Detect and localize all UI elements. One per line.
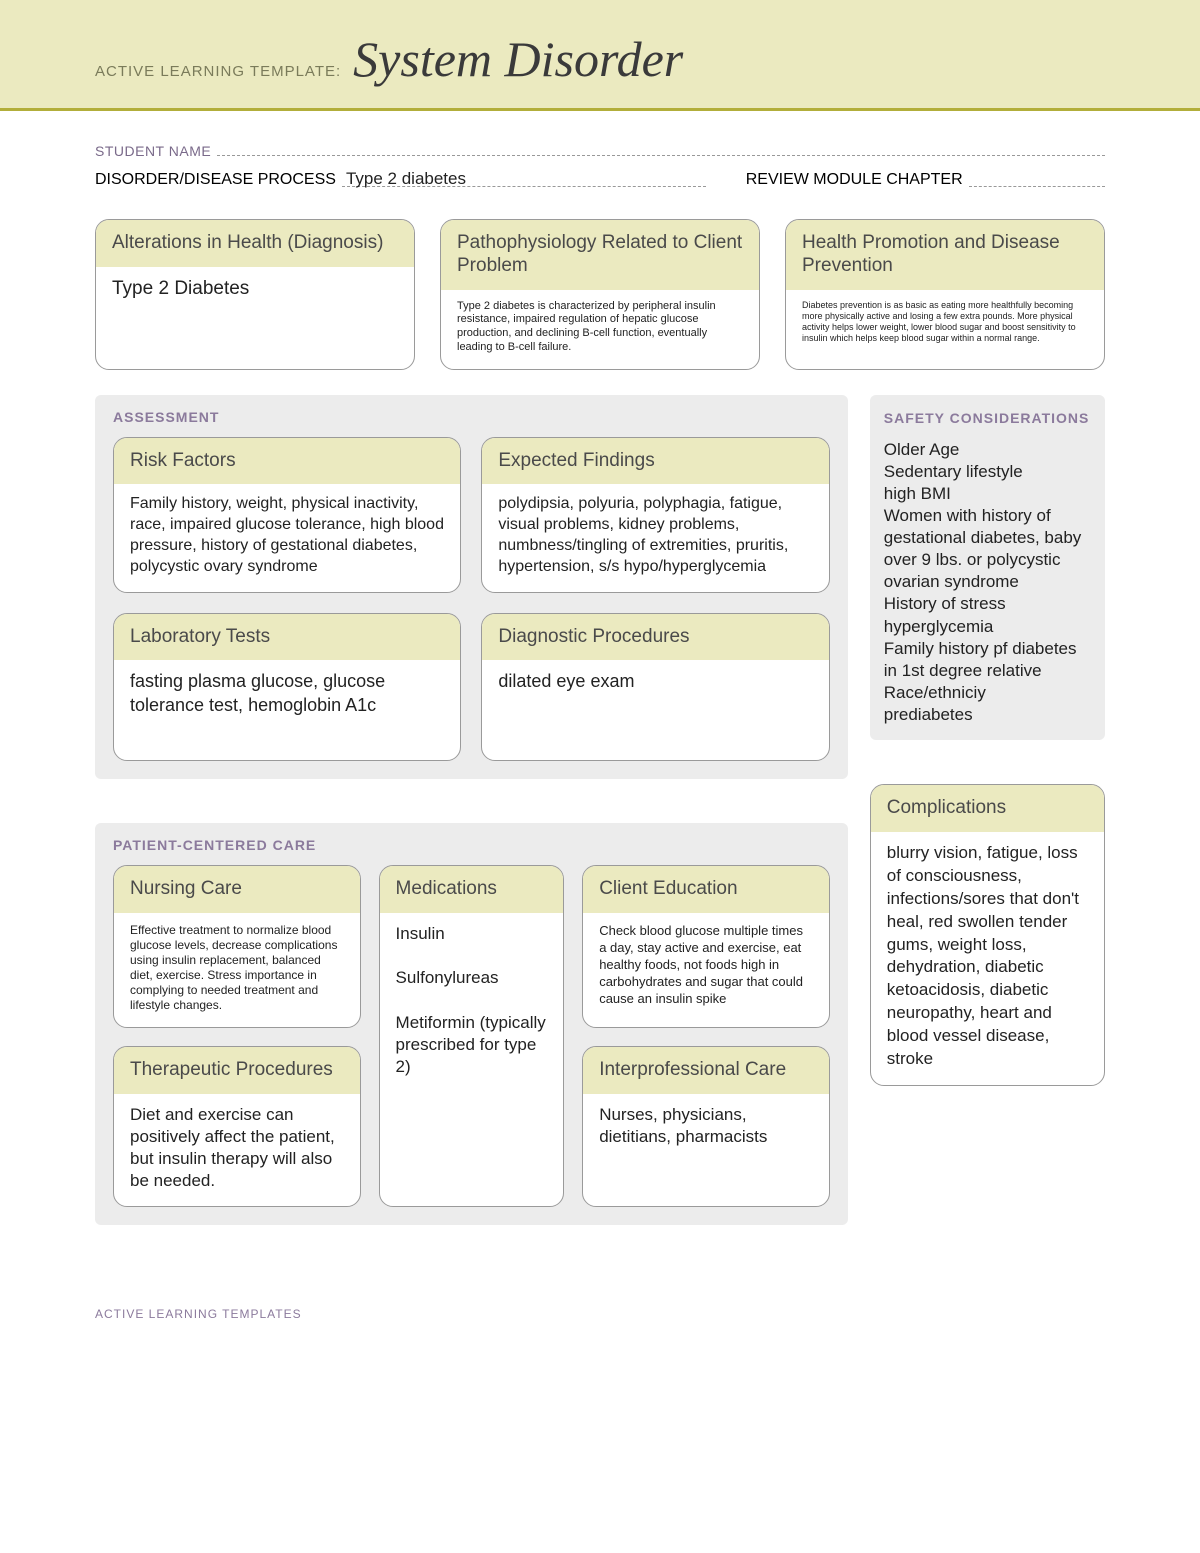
main-lower-right: SAFETY CONSIDERATIONS Older Age Sedentar… <box>870 395 1105 1087</box>
safety-section: SAFETY CONSIDERATIONS Older Age Sedentar… <box>870 395 1105 740</box>
client-edu-header: Client Education <box>583 866 829 913</box>
page: ACTIVE LEARNING TEMPLATE: System Disorde… <box>0 0 1200 1351</box>
therapeutic-header: Therapeutic Procedures <box>114 1047 360 1094</box>
complications-card: Complications blurry vision, fatigue, lo… <box>870 784 1105 1086</box>
complications-body: blurry vision, fatigue, loss of consciou… <box>871 832 1104 1085</box>
disorder-row: DISORDER/DISEASE PROCESS Type 2 diabetes <box>95 169 706 189</box>
expected-findings-body: polydipsia, polyuria, polyphagia, fatigu… <box>482 484 828 591</box>
nursing-care-body: Effective treatment to normalize blood g… <box>114 913 360 1027</box>
banner: ACTIVE LEARNING TEMPLATE: System Disorde… <box>0 0 1200 111</box>
pcc-grid: Nursing Care Effective treatment to norm… <box>113 865 830 1207</box>
risk-factors-body: Family history, weight, physical inactiv… <box>114 484 460 591</box>
banner-title: System Disorder <box>353 30 683 88</box>
main-lower: ASSESSMENT Risk Factors Family history, … <box>95 395 1105 1248</box>
interprof-body: Nurses, physicians, dietitians, pharmaci… <box>583 1094 829 1162</box>
safety-body: Older Age Sedentary lifestyle high BMI W… <box>884 439 1091 726</box>
banner-prefix: ACTIVE LEARNING TEMPLATE: <box>95 63 341 80</box>
diag-proc-body: dilated eye exam <box>482 660 828 760</box>
health-promo-body: Diabetes prevention is as basic as eatin… <box>786 290 1104 359</box>
interprof-header: Interprofessional Care <box>583 1047 829 1094</box>
review-value <box>969 169 977 188</box>
nursing-care-header: Nursing Care <box>114 866 360 913</box>
review-line <box>969 169 1105 187</box>
patho-card: Pathophysiology Related to Client Proble… <box>440 219 760 370</box>
patho-body: Type 2 diabetes is characterized by peri… <box>441 290 759 369</box>
top-boxes: Alterations in Health (Diagnosis) Type 2… <box>95 219 1105 370</box>
diag-proc-card: Diagnostic Procedures dilated eye exam <box>481 613 829 762</box>
risk-factors-card: Risk Factors Family history, weight, phy… <box>113 437 461 593</box>
medications-card: Medications Insulin Sulfonylureas Metifo… <box>379 865 565 1207</box>
lab-tests-body: fasting plasma glucose, glucose toleranc… <box>114 660 460 760</box>
content: STUDENT NAME DISORDER/DISEASE PROCESS Ty… <box>0 111 1200 1267</box>
client-edu-body: Check blood glucose multiple times a day… <box>583 913 829 1021</box>
alterations-body: Type 2 Diabetes <box>96 267 414 316</box>
disorder-value: Type 2 diabetes <box>342 169 470 188</box>
pcc-title: PATIENT-CENTERED CARE <box>113 837 830 853</box>
alterations-header: Alterations in Health (Diagnosis) <box>96 220 414 267</box>
therapeutic-body: Diet and exercise can positively affect … <box>114 1094 360 1206</box>
disorder-line: Type 2 diabetes <box>342 169 706 187</box>
pcc-section: PATIENT-CENTERED CARE Nursing Care Effec… <box>95 823 848 1225</box>
review-row: REVIEW MODULE CHAPTER <box>746 169 1105 189</box>
diag-proc-header: Diagnostic Procedures <box>482 614 828 661</box>
risk-factors-header: Risk Factors <box>114 438 460 485</box>
interprof-card: Interprofessional Care Nurses, physician… <box>582 1046 830 1207</box>
health-promo-card: Health Promotion and Disease Prevention … <box>785 219 1105 370</box>
nursing-care-card: Nursing Care Effective treatment to norm… <box>113 865 361 1028</box>
review-label: REVIEW MODULE CHAPTER <box>746 171 963 189</box>
lab-tests-header: Laboratory Tests <box>114 614 460 661</box>
meta-row-2: DISORDER/DISEASE PROCESS Type 2 diabetes… <box>95 169 1105 189</box>
therapeutic-card: Therapeutic Procedures Diet and exercise… <box>113 1046 361 1207</box>
patho-header: Pathophysiology Related to Client Proble… <box>441 220 759 290</box>
student-name-row: STUDENT NAME <box>95 141 1105 159</box>
footer: ACTIVE LEARNING TEMPLATES <box>0 1267 1200 1351</box>
safety-title: SAFETY CONSIDERATIONS <box>884 409 1091 427</box>
complications-header: Complications <box>871 785 1104 832</box>
health-promo-header: Health Promotion and Disease Prevention <box>786 220 1104 290</box>
assessment-title: ASSESSMENT <box>113 409 830 425</box>
expected-findings-header: Expected Findings <box>482 438 828 485</box>
medications-body: Insulin Sulfonylureas Metiformin (typica… <box>380 913 564 1092</box>
assessment-grid: Risk Factors Family history, weight, phy… <box>113 437 830 762</box>
student-name-line <box>217 141 1105 156</box>
disorder-label: DISORDER/DISEASE PROCESS <box>95 171 336 189</box>
alterations-card: Alterations in Health (Diagnosis) Type 2… <box>95 219 415 370</box>
assessment-section: ASSESSMENT Risk Factors Family history, … <box>95 395 848 780</box>
client-edu-card: Client Education Check blood glucose mul… <box>582 865 830 1028</box>
main-lower-left: ASSESSMENT Risk Factors Family history, … <box>95 395 848 1248</box>
lab-tests-card: Laboratory Tests fasting plasma glucose,… <box>113 613 461 762</box>
student-name-label: STUDENT NAME <box>95 143 211 159</box>
student-name-value <box>217 141 225 160</box>
medications-header: Medications <box>380 866 564 913</box>
expected-findings-card: Expected Findings polydipsia, polyuria, … <box>481 437 829 593</box>
